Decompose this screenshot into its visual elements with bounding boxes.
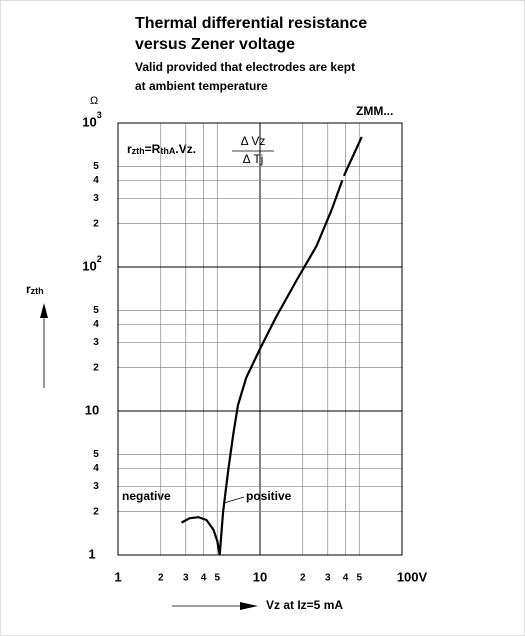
x-tick-label: 1 — [114, 569, 121, 584]
y-tick-label: 4 — [93, 175, 99, 186]
annotation: negative — [122, 489, 171, 503]
x-tick-label: 2 — [300, 573, 306, 584]
x-axis-label: Vz at Iz=5 mA — [266, 598, 343, 612]
pointer — [223, 496, 245, 504]
subtitle-line: at ambient temperature — [135, 79, 268, 93]
y-tick-label: 5 — [93, 161, 99, 172]
y-tick-exponent: 3 — [97, 110, 102, 120]
title-line: Thermal differential resistance — [135, 15, 367, 32]
y-tick-label: 102 — [82, 254, 101, 273]
x-tick-label: 4 — [201, 573, 207, 584]
y-tick-label: 10 — [85, 402, 99, 417]
x-tick-label: 5 — [214, 573, 220, 584]
y-tick-exponent: 2 — [97, 254, 102, 264]
y-tick-label: 5 — [93, 449, 99, 460]
x-tick-label: 2 — [158, 573, 164, 584]
y-tick-label: 4 — [93, 319, 99, 330]
x-arrowhead — [240, 602, 258, 610]
x-tick-label: 3 — [183, 573, 189, 584]
x-tick-label: 4 — [343, 573, 349, 584]
x-tick-label: 5 — [356, 573, 362, 584]
plot-border — [117, 122, 403, 556]
y-tick-label: 3 — [93, 337, 99, 348]
y-tick-label: 4 — [93, 463, 99, 474]
subtitle-line: Valid provided that electrodes are kept — [135, 60, 355, 74]
y-axis-label: rzth — [26, 282, 44, 296]
y-tick-label: 3 — [93, 481, 99, 492]
x-tick-label: 3 — [325, 573, 331, 584]
formula: rzth=RthA.Vz. — [127, 142, 196, 156]
y-tick-label: 2 — [93, 362, 99, 373]
annotation: ZMM... — [356, 104, 393, 118]
annotation: positive — [246, 489, 292, 503]
formula-numerator: Δ Vz — [241, 134, 266, 148]
y-tick-label: 5 — [93, 305, 99, 316]
y-unit: Ω — [90, 95, 98, 107]
x-tick-label: 100V — [397, 569, 428, 584]
x-tick-label: 10 — [253, 569, 267, 584]
title-line: versus Zener voltage — [135, 36, 295, 53]
y-tick-label: 1 — [88, 546, 95, 561]
formula-denominator: Δ Tj — [243, 152, 264, 166]
y-arrowhead — [40, 303, 48, 318]
y-tick-label: 103 — [82, 110, 101, 129]
series-line — [180, 136, 363, 556]
y-tick-label: 3 — [93, 193, 99, 204]
y-tick-label: 2 — [93, 218, 99, 229]
y-tick-label: 2 — [93, 506, 99, 517]
